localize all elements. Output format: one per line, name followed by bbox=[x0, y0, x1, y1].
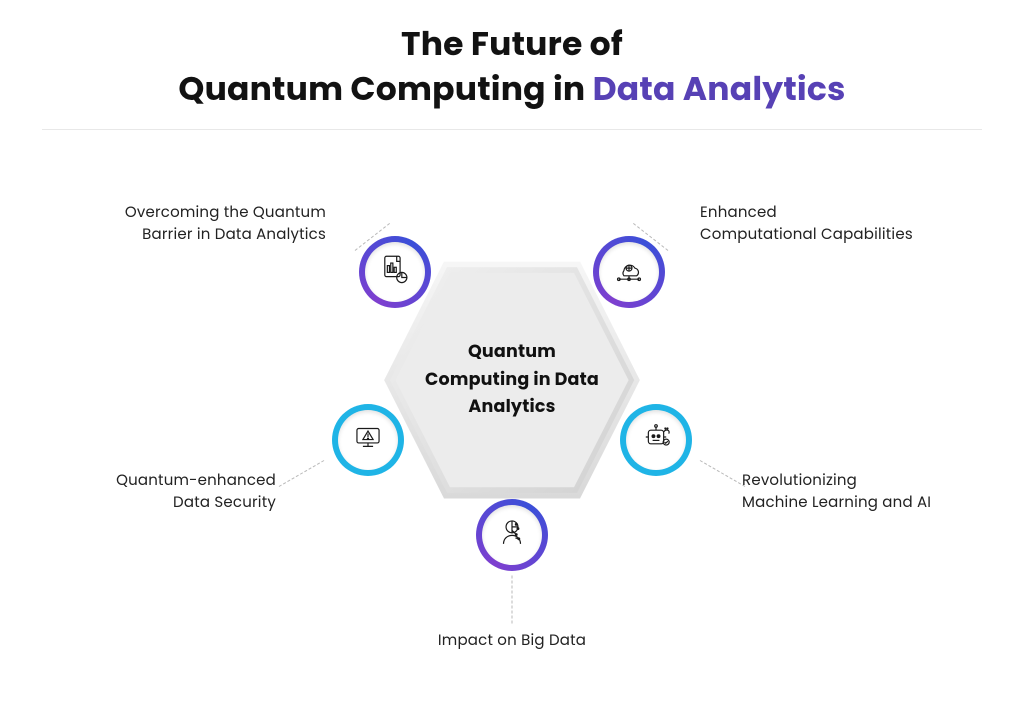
title-line-1: The Future of bbox=[0, 22, 1024, 67]
label-top-right-line1: Enhanced bbox=[700, 202, 777, 223]
node-mid-right-inner bbox=[626, 410, 686, 470]
node-top-left-inner bbox=[365, 242, 425, 302]
cloud-network-icon bbox=[612, 252, 646, 293]
title-rule bbox=[42, 129, 982, 130]
label-mid-left-line2: Data Security bbox=[173, 492, 276, 513]
node-mid-right bbox=[620, 404, 692, 476]
node-top-left bbox=[359, 236, 431, 308]
label-mid-right: Revolutionizing Machine Learning and AI bbox=[742, 470, 1002, 514]
node-bottom-inner bbox=[482, 505, 542, 565]
human-circuit-icon bbox=[495, 515, 529, 556]
label-mid-left-line1: Quantum-enhanced bbox=[116, 470, 276, 491]
label-top-right-line2: Computational Capabilities bbox=[700, 224, 913, 245]
node-mid-left bbox=[332, 404, 404, 476]
title-line-2a: Quantum Computing in bbox=[178, 65, 592, 112]
node-bottom bbox=[476, 499, 548, 571]
connector-bottom bbox=[512, 576, 513, 624]
label-mid-right-line2: Machine Learning and AI bbox=[742, 492, 931, 513]
label-bottom-line1: Impact on Big Data bbox=[438, 630, 586, 651]
node-mid-left-inner bbox=[338, 410, 398, 470]
page-title: The Future of Quantum Computing in Data … bbox=[0, 0, 1024, 111]
title-line-2: Quantum Computing in Data Analytics bbox=[0, 67, 1024, 112]
label-mid-right-line1: Revolutionizing bbox=[742, 470, 857, 491]
thinking-robot-icon bbox=[639, 420, 673, 461]
node-top-right bbox=[593, 236, 665, 308]
label-top-left-line2: Barrier in Data Analytics bbox=[142, 224, 326, 245]
label-bottom: Impact on Big Data bbox=[438, 630, 586, 652]
node-top-right-inner bbox=[599, 242, 659, 302]
label-top-left: Overcoming the Quantum Barrier in Data A… bbox=[96, 202, 326, 246]
label-top-right: Enhanced Computational Capabilities bbox=[700, 202, 960, 246]
connector-mid-right bbox=[700, 460, 746, 487]
connector-mid-left bbox=[279, 460, 325, 487]
title-line-1-text: The Future of bbox=[401, 20, 623, 67]
title-line-2b: Data Analytics bbox=[593, 65, 846, 112]
document-charts-icon bbox=[378, 252, 412, 293]
label-mid-left: Quantum-enhanced Data Security bbox=[56, 470, 276, 514]
diagram-stage: Quantum Computing in Data Analytics bbox=[0, 140, 1024, 700]
monitor-alert-icon bbox=[351, 420, 385, 461]
label-top-left-line1: Overcoming the Quantum bbox=[125, 202, 326, 223]
